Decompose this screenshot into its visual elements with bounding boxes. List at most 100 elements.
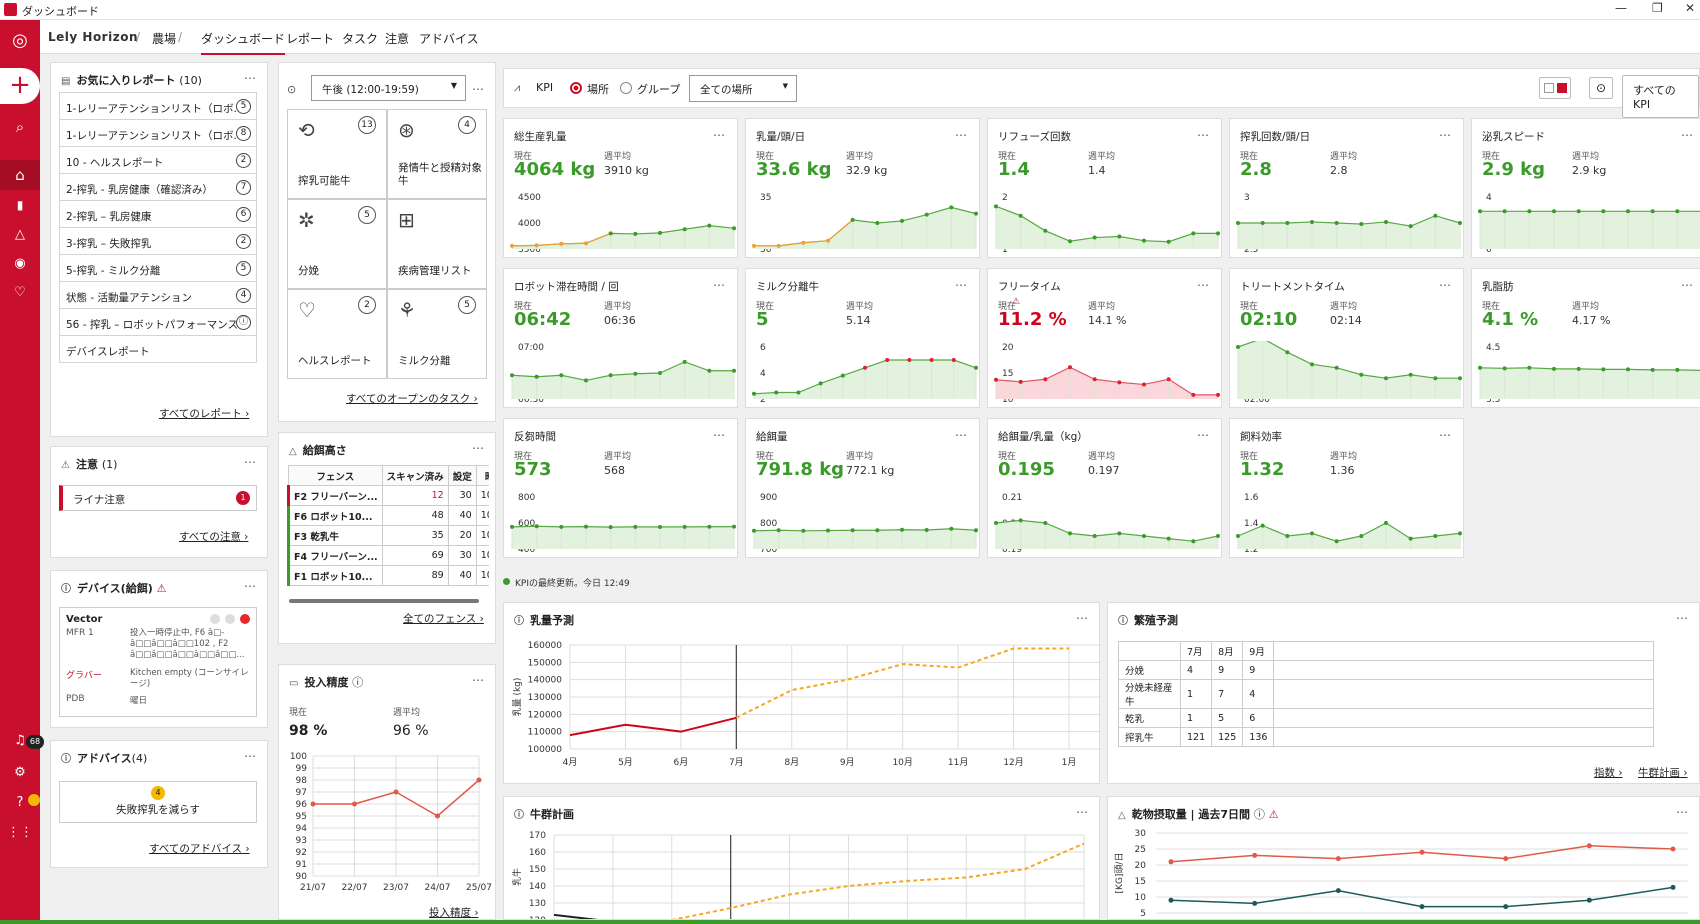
report-item[interactable]: 3-搾乳 – 失敗搾乳 2 — [59, 227, 257, 255]
radio-place[interactable] — [570, 82, 582, 94]
kpi-menu-button[interactable]: … — [713, 125, 725, 139]
kpi-card[interactable]: 泌乳スピード … 現在 週平均 2.9 kg 2.9 kg 420 — [1471, 118, 1700, 258]
nav-farm[interactable]: 農場 — [152, 32, 177, 46]
health-icon[interactable]: ♡ — [14, 285, 26, 300]
kpi-card[interactable]: 反芻時間 … 現在 週平均 573 568 800 600 400 — [503, 418, 738, 558]
tasks-menu-button[interactable]: … — [472, 79, 485, 93]
report-item[interactable]: 2-搾乳 - 乳房健康（確認済み） 7 — [59, 173, 257, 201]
devices-menu-button[interactable]: … — [244, 576, 257, 590]
kpi-menu-button[interactable]: … — [1197, 125, 1209, 139]
accuracy-menu-button[interactable]: … — [472, 670, 485, 684]
apps-grid-icon[interactable]: ⋮⋮ — [7, 825, 33, 840]
help-icon[interactable]: ? — [16, 795, 24, 810]
kpi-card[interactable]: ロボット滞在時間 / 回 … 現在 週平均 06:42 06:36 07:00 06:30 — [503, 268, 738, 408]
report-item[interactable]: 1-レリーアテンションリスト（ロボ... 8 — [59, 119, 257, 147]
milk-bottle-icon[interactable]: ▮ — [16, 198, 24, 212]
favorites-menu-button[interactable]: … — [244, 68, 257, 82]
kpi-card[interactable]: 搾乳回数/頭/日… 現在 週平均 2.8 2.8 3 2.5 — [1229, 118, 1464, 258]
kpi-card[interactable]: リフューズ回数 … 現在 週平均 1.4 1.4 21.51 — [987, 118, 1222, 258]
task-tile[interactable]: ♡ 2 ヘルスレポート — [287, 289, 387, 379]
report-item[interactable]: 1-レリーアテンションリスト（ロボ... 5 — [59, 92, 257, 120]
view-toggle[interactable] — [1539, 77, 1571, 99]
kpi-card[interactable]: 総生産乳量 … 現在 週平均 4064 kg 3910 kg 4500 4000 3500 — [503, 118, 738, 258]
fence-row[interactable]: F6 ロボット10...484010:48 — [287, 505, 489, 526]
kpi-card[interactable]: トリートメントタイム … 現在 週平均 02:10 02:14 02:3002:00 — [1229, 268, 1464, 408]
report-item[interactable]: デバイスレポート — [59, 335, 257, 363]
index-link[interactable]: 指数 › — [1594, 767, 1623, 779]
brand-name[interactable]: Lely Horizon — [48, 30, 138, 44]
dm-intake-menu-button[interactable]: … — [1676, 802, 1689, 816]
kpi-menu-button[interactable]: … — [713, 275, 725, 289]
advice-item[interactable]: 4 失敗搾乳を減らす — [59, 781, 257, 823]
tab-dashboard[interactable]: ダッシュボード — [201, 30, 286, 55]
all-kpi-button[interactable]: すべてのKPI — [1622, 75, 1699, 118]
kpi-card[interactable]: 乳量/頭/日 … 現在 週平均 33.6 kg 32.9 kg 35 30 — [745, 118, 980, 258]
kpi-menu-button[interactable]: … — [1197, 275, 1209, 289]
shift-select[interactable]: 午後 (12:00-19:59) ▼ — [311, 75, 466, 101]
kpi-menu-button[interactable]: … — [955, 425, 967, 439]
feed-height-menu-button[interactable]: … — [472, 438, 485, 452]
herd-plan-menu-button[interactable]: … — [1076, 802, 1089, 816]
all-tasks-link[interactable]: すべてのオープンのタスク › — [346, 393, 478, 405]
attention-item[interactable]: ライナ注意 1 — [59, 485, 257, 511]
place-select[interactable]: 全ての場所 ▼ — [689, 75, 797, 102]
task-tile[interactable]: ✲ 5 分娩 — [287, 199, 387, 289]
kpi-card[interactable]: フリータイム … 現在 ⚠ 週平均 11.2 % 14.1 % 20 15 10 — [987, 268, 1222, 408]
kpi-card[interactable]: 乳脂肪 … 現在 週平均 4.1 % 4.17 % 4.543.5 — [1471, 268, 1700, 408]
tab-attention[interactable]: 注意 — [385, 32, 410, 46]
tab-advice[interactable]: アドバイス — [419, 32, 479, 46]
fence-row[interactable]: F3 乾乳牛352010:48 — [287, 525, 489, 546]
settings-sliders-icon[interactable]: ⚙ — [14, 765, 26, 780]
kpi-menu-button[interactable]: … — [1681, 275, 1693, 289]
task-tile[interactable]: ⊛ 4 発情牛と授精対象牛 — [387, 109, 487, 199]
fence-row[interactable]: F4 フリーバーン...693010:48 — [287, 545, 489, 566]
close-button[interactable]: ✕ — [1685, 1, 1696, 15]
feed-icon[interactable]: △ — [15, 227, 25, 242]
kpi-card[interactable]: 飼料効率 … 現在 週平均 1.32 1.36 1.6 1.4 1.2 — [1229, 418, 1464, 558]
bell-icon[interactable]: ♫ — [14, 733, 26, 748]
home-icon[interactable]: ⌂ — [0, 160, 40, 190]
fence-table-wrap[interactable]: フェンススキャン済み設定時間F2 フリーバーン...123010:48F6 ロボ… — [287, 465, 489, 601]
add-icon[interactable]: + — [0, 68, 40, 104]
device-card[interactable]: Vector MFR 1 投入一時停止中, F6 â□-â□□â□□â□□102… — [59, 607, 257, 717]
all-advice-link[interactable]: すべてのアドバイス › — [149, 843, 250, 855]
kpi-menu-button[interactable]: … — [1439, 425, 1451, 439]
kpi-menu-button[interactable]: … — [713, 425, 725, 439]
all-attention-link[interactable]: すべての注意 › — [179, 531, 249, 543]
search-icon[interactable]: ⌕ — [15, 118, 25, 136]
kpi-card[interactable]: 給餌量 … 現在 週平均 791.8 kg 772.1 kg 900 800 700 — [745, 418, 980, 558]
advice-menu-button[interactable]: … — [244, 746, 257, 760]
report-item[interactable]: 5-搾乳 - ミルク分離 5 — [59, 254, 257, 282]
report-item[interactable]: 10 - ヘルスレポート 2 — [59, 146, 257, 174]
fence-row[interactable]: F2 フリーバーン...123010:48 — [287, 485, 489, 506]
all-reports-link[interactable]: すべてのレポート › — [159, 408, 250, 420]
milk-forecast-menu-button[interactable]: … — [1076, 608, 1089, 622]
kpi-card[interactable]: 給餌量/乳量（kg） … 現在 週平均 0.195 0.197 0.210.20.19 — [987, 418, 1222, 558]
task-tile[interactable]: ⊞ 疾病管理リスト — [387, 199, 487, 289]
kpi-card[interactable]: ミルク分離牛 … 現在 週平均 5 5.14 6 4 2 — [745, 268, 980, 408]
target-icon[interactable]: ◉ — [14, 256, 26, 271]
minimize-button[interactable]: — — [1615, 1, 1627, 15]
report-item[interactable]: 状態 - 活動量アテンション 4 — [59, 281, 257, 309]
herd-plan-link[interactable]: 牛群計画 › — [1638, 767, 1688, 779]
report-item[interactable]: 56 - 搾乳 – ロボットパフォーマンス ⓘ — [59, 308, 257, 336]
kpi-menu-button[interactable]: … — [955, 125, 967, 139]
report-item[interactable]: 2-搾乳 – 乳房健康 6 — [59, 200, 257, 228]
all-fences-link[interactable]: 全てのフェンス › — [403, 613, 484, 625]
maximize-button[interactable]: ❐ — [1652, 1, 1663, 15]
kpi-menu-button[interactable]: … — [1197, 425, 1209, 439]
kpi-menu-button[interactable]: … — [1439, 125, 1451, 139]
table-scrollbar[interactable] — [289, 599, 479, 603]
breeding-menu-button[interactable]: … — [1676, 608, 1689, 622]
task-tile[interactable]: ⟲ 13 搾乳可能牛 — [287, 109, 387, 199]
attention-menu-button[interactable]: … — [244, 452, 257, 466]
task-tile[interactable]: ⚘ 5 ミルク分離 — [387, 289, 487, 379]
settings-icon[interactable]: ⊙ — [1589, 77, 1613, 99]
tab-tasks[interactable]: タスク — [342, 32, 379, 46]
accuracy-link[interactable]: 投入精度 › — [429, 907, 479, 919]
radio-group[interactable] — [620, 82, 632, 94]
kpi-menu-button[interactable]: … — [955, 275, 967, 289]
fence-row[interactable]: F1 ロボット10...894010:48 — [287, 565, 489, 586]
kpi-menu-button[interactable]: … — [1681, 125, 1693, 139]
kpi-menu-button[interactable]: … — [1439, 275, 1451, 289]
